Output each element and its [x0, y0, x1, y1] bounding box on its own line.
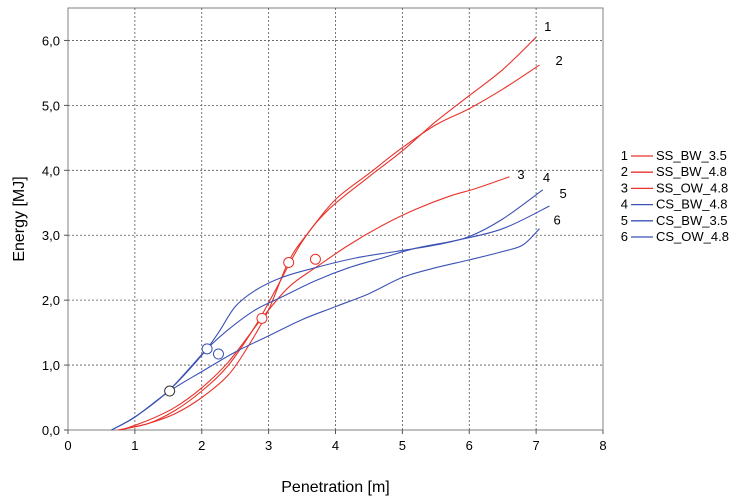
legend-name-1: SS_BW_3.5 — [656, 148, 727, 163]
x-axis-tick-labels: 0 1 2 3 4 5 6 7 8 — [64, 430, 607, 453]
plot-area — [67, 7, 604, 431]
legend-number-2: 2 — [621, 164, 628, 179]
y-tick-label: 1,0 — [42, 358, 60, 373]
series-marker-2 — [283, 256, 295, 268]
legend-name-3: SS_OW_4.8 — [656, 180, 728, 195]
series-end-label-5: 5 — [560, 186, 567, 201]
y-tick-label: 3,0 — [42, 228, 60, 243]
series-marker-1 — [309, 253, 321, 265]
legend-number-5: 5 — [621, 213, 628, 228]
series-line-6 — [111, 228, 540, 431]
legend: 1 SS_BW_3.5 2 SS_BW_4.8 3 SS_OW_4.8 4 CS_BW_4.8… — [621, 148, 729, 244]
x-tick-label: 8 — [599, 438, 606, 453]
series-end-label-1: 1 — [544, 19, 551, 34]
y-axis-title: Energy [MJ] — [11, 176, 28, 261]
x-tick-label: 2 — [198, 438, 205, 453]
legend-number-6: 6 — [621, 229, 628, 244]
legend-name-2: SS_BW_4.8 — [656, 164, 727, 179]
x-tick-label: 5 — [399, 438, 406, 453]
series-end-label-4: 4 — [543, 170, 550, 185]
x-tick-label: 6 — [466, 438, 473, 453]
legend-number-1: 1 — [621, 148, 628, 163]
series-line-2 — [118, 64, 540, 431]
y-tick-label: 4,0 — [42, 163, 60, 178]
gridlines — [68, 8, 603, 430]
series-markers — [164, 253, 321, 397]
series-marker-3 — [256, 312, 268, 324]
x-tick-label: 7 — [533, 438, 540, 453]
legend-name-4: CS_BW_4.8 — [656, 197, 728, 212]
legend-number-4: 4 — [621, 197, 628, 212]
legend-name-6: CS_OW_4.8 — [656, 229, 729, 244]
y-tick-label: 6,0 — [42, 33, 60, 48]
x-axis-title: Penetration [m] — [281, 479, 390, 496]
series-end-label-2: 2 — [555, 53, 562, 68]
x-tick-label: 4 — [332, 438, 339, 453]
series-marker-4 — [212, 348, 224, 360]
legend-number-3: 3 — [621, 180, 628, 195]
series-end-label-6: 6 — [553, 213, 560, 228]
series-end-labels: 1 2 3 456 — [517, 19, 566, 228]
y-tick-label: 2,0 — [42, 293, 60, 308]
x-tick-label: 3 — [265, 438, 272, 453]
series-marker-5 — [201, 343, 213, 355]
series-end-label-3: 3 — [517, 167, 524, 182]
y-tick-label: 5,0 — [42, 98, 60, 113]
x-tick-label: 0 — [64, 438, 71, 453]
legend-name-5: CS_BW_3.5 — [656, 213, 728, 228]
y-tick-label: 0,0 — [42, 423, 60, 438]
series-line-3 — [121, 176, 510, 431]
y-axis-tick-labels: 0,0 1,0 2,0 3,0 4,0 5,0 6,0 — [42, 33, 68, 438]
series-line-1 — [118, 36, 537, 431]
x-tick-label: 1 — [131, 438, 138, 453]
series-marker-6 — [164, 385, 176, 397]
